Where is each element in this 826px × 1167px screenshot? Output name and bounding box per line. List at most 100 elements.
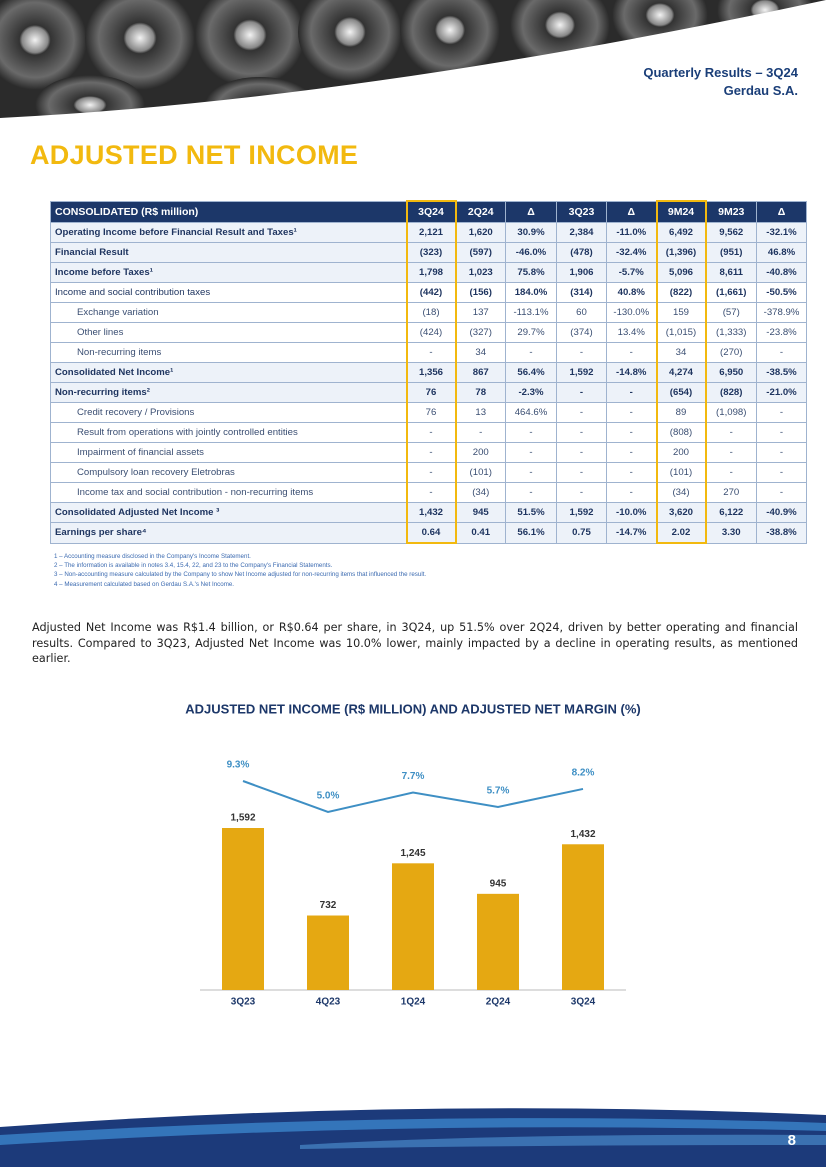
- row-label: Compulsory loan recovery Eletrobras: [50, 462, 407, 483]
- table-row: Earnings per share⁴ 0.64 0.41 56.1% 0.75 -14.…: [50, 522, 807, 544]
- table-cell: -14.7%: [606, 522, 657, 544]
- table-cell: -: [405, 422, 457, 443]
- table-cell: 270: [705, 482, 757, 503]
- section-title: ADJUSTED NET INCOME: [30, 140, 359, 170]
- header-row: CONSOLIDATED (R$ million) 3Q24 2Q24 Δ 3Q23 Δ 9…: [50, 200, 807, 223]
- table-cell: 76: [405, 402, 457, 423]
- table-cell: 60: [556, 302, 607, 323]
- table-cell: -32.1%: [756, 222, 807, 243]
- table-cell: 1,592: [556, 362, 607, 383]
- table-cell: -130.0%: [606, 302, 657, 323]
- table-cell: 159: [655, 302, 707, 323]
- table-cell: -113.1%: [505, 302, 557, 323]
- table-cell: 76: [405, 382, 457, 403]
- table-cell: -: [556, 442, 607, 463]
- line-label: 9.3%: [227, 760, 250, 771]
- table-cell: -378.9%: [756, 302, 807, 323]
- table-cell: -: [405, 482, 457, 503]
- table-cell: (828): [705, 382, 757, 403]
- x-tick-label: 3Q23: [231, 997, 256, 1008]
- table-row: Income tax and social contribution - non…: [50, 482, 807, 503]
- table-cell: 2,384: [556, 222, 607, 243]
- table-cell: (1,396): [655, 242, 707, 263]
- header-text: Quarterly Results – 3Q24 Gerdau S.A.: [643, 64, 798, 100]
- company-name: Gerdau S.A.: [723, 83, 798, 98]
- table-cell: 75.8%: [505, 262, 557, 283]
- table-cell: 30.9%: [505, 222, 557, 243]
- table-cell: -: [556, 462, 607, 483]
- row-label: Non-recurring items: [50, 342, 407, 363]
- table-cell: 1,798: [405, 262, 457, 283]
- table-cell: 2.02: [655, 522, 707, 544]
- footnote: 2 – The information is available in note…: [54, 562, 333, 570]
- table-cell: -10.0%: [606, 502, 657, 523]
- table-cell: -: [756, 462, 807, 483]
- table-cell: (314): [556, 282, 607, 303]
- table-cell: -: [455, 422, 506, 443]
- table-cell: 13.4%: [606, 322, 657, 343]
- table-cell: (808): [655, 422, 707, 443]
- table-cell: (374): [556, 322, 607, 343]
- table-cell: -: [705, 462, 757, 483]
- table-cell: (18): [405, 302, 457, 323]
- paragraph: Adjusted Net Income was R$1.4 billion, o…: [32, 621, 798, 666]
- table-cell: (327): [455, 322, 506, 343]
- table-row: Consolidated Adjusted Net Income ³ 1,432 9…: [50, 502, 807, 523]
- column-header: Δ: [756, 200, 807, 223]
- table-cell: -14.8%: [606, 362, 657, 383]
- footnote: 4 – Measurement calculated based on Gerd…: [54, 580, 235, 588]
- x-tick-label: 1Q24: [401, 997, 426, 1008]
- table-cell: (270): [705, 342, 757, 363]
- column-header: Δ: [505, 200, 557, 223]
- chart-title: ADJUSTED NET INCOME (R$ MILLION) AND ADJ…: [185, 701, 640, 716]
- column-header: CONSOLIDATED (R$ million): [50, 200, 407, 223]
- table-cell: -: [505, 342, 557, 363]
- table-cell: (478): [556, 242, 607, 263]
- chart: ADJUSTED NET INCOME (R$ MILLION) AND ADJ…: [185, 701, 640, 1008]
- table-cell: -: [705, 422, 757, 443]
- table-cell: -: [606, 382, 657, 403]
- table-row: Non-recurring items -34- - -34 (270) -: [50, 342, 807, 363]
- table-cell: (101): [655, 462, 707, 483]
- table-row: Consolidated Net Income¹ 1,356 867 56.4% 1,5…: [50, 362, 807, 383]
- table-row: Operating Income before Financial Result…: [50, 222, 807, 243]
- table-cell: (34): [455, 482, 506, 503]
- table-cell: 29.7%: [505, 322, 557, 343]
- table-cell: 6,492: [655, 222, 707, 243]
- footnote: 1 – Accounting measure disclosed in the …: [54, 553, 251, 560]
- table-cell: -50.5%: [756, 282, 807, 303]
- table-cell: (57): [705, 302, 757, 323]
- table-cell: 6,122: [705, 502, 757, 523]
- income-table: CONSOLIDATED (R$ million) 3Q24 2Q24 Δ 3Q23 Δ 9…: [50, 200, 807, 544]
- table-cell: -40.9%: [756, 502, 807, 523]
- table-cell: 1,906: [556, 262, 607, 283]
- table-cell: -: [405, 342, 457, 363]
- table-cell: 0.64: [405, 522, 457, 544]
- table-cell: -: [505, 462, 557, 483]
- table-row: Financial Result (323) (597) -46.0% (478) -32…: [50, 242, 807, 263]
- table-cell: -: [505, 442, 557, 463]
- table-cell: (424): [405, 322, 457, 343]
- footnotes: 1 – Accounting measure disclosed in the …: [54, 552, 426, 589]
- row-label: Income and social contribution taxes: [50, 282, 407, 303]
- table-row: Result from operations with jointly cont…: [50, 422, 807, 443]
- table-cell: -: [606, 462, 657, 483]
- bar-label: 1,592: [230, 813, 255, 824]
- table-cell: -5.7%: [606, 262, 657, 283]
- x-tick-label: 2Q24: [486, 997, 511, 1008]
- column-header: 9M24: [655, 200, 707, 223]
- line-label: 5.7%: [487, 786, 510, 797]
- table-cell: -: [606, 342, 657, 363]
- bar: [222, 828, 264, 990]
- row-label: Impairment of financial assets: [50, 442, 407, 463]
- bar-label: 732: [320, 900, 337, 911]
- table-body: Operating Income before Financial Result…: [50, 222, 807, 544]
- row-label: Financial Result: [50, 242, 407, 263]
- table-cell: 40.8%: [606, 282, 657, 303]
- table-cell: 0.41: [455, 522, 506, 544]
- table-cell: 200: [655, 442, 707, 463]
- table-cell: 200: [455, 442, 506, 463]
- row-label: Operating Income before Financial Result…: [50, 222, 407, 243]
- row-label: Exchange variation: [50, 302, 407, 323]
